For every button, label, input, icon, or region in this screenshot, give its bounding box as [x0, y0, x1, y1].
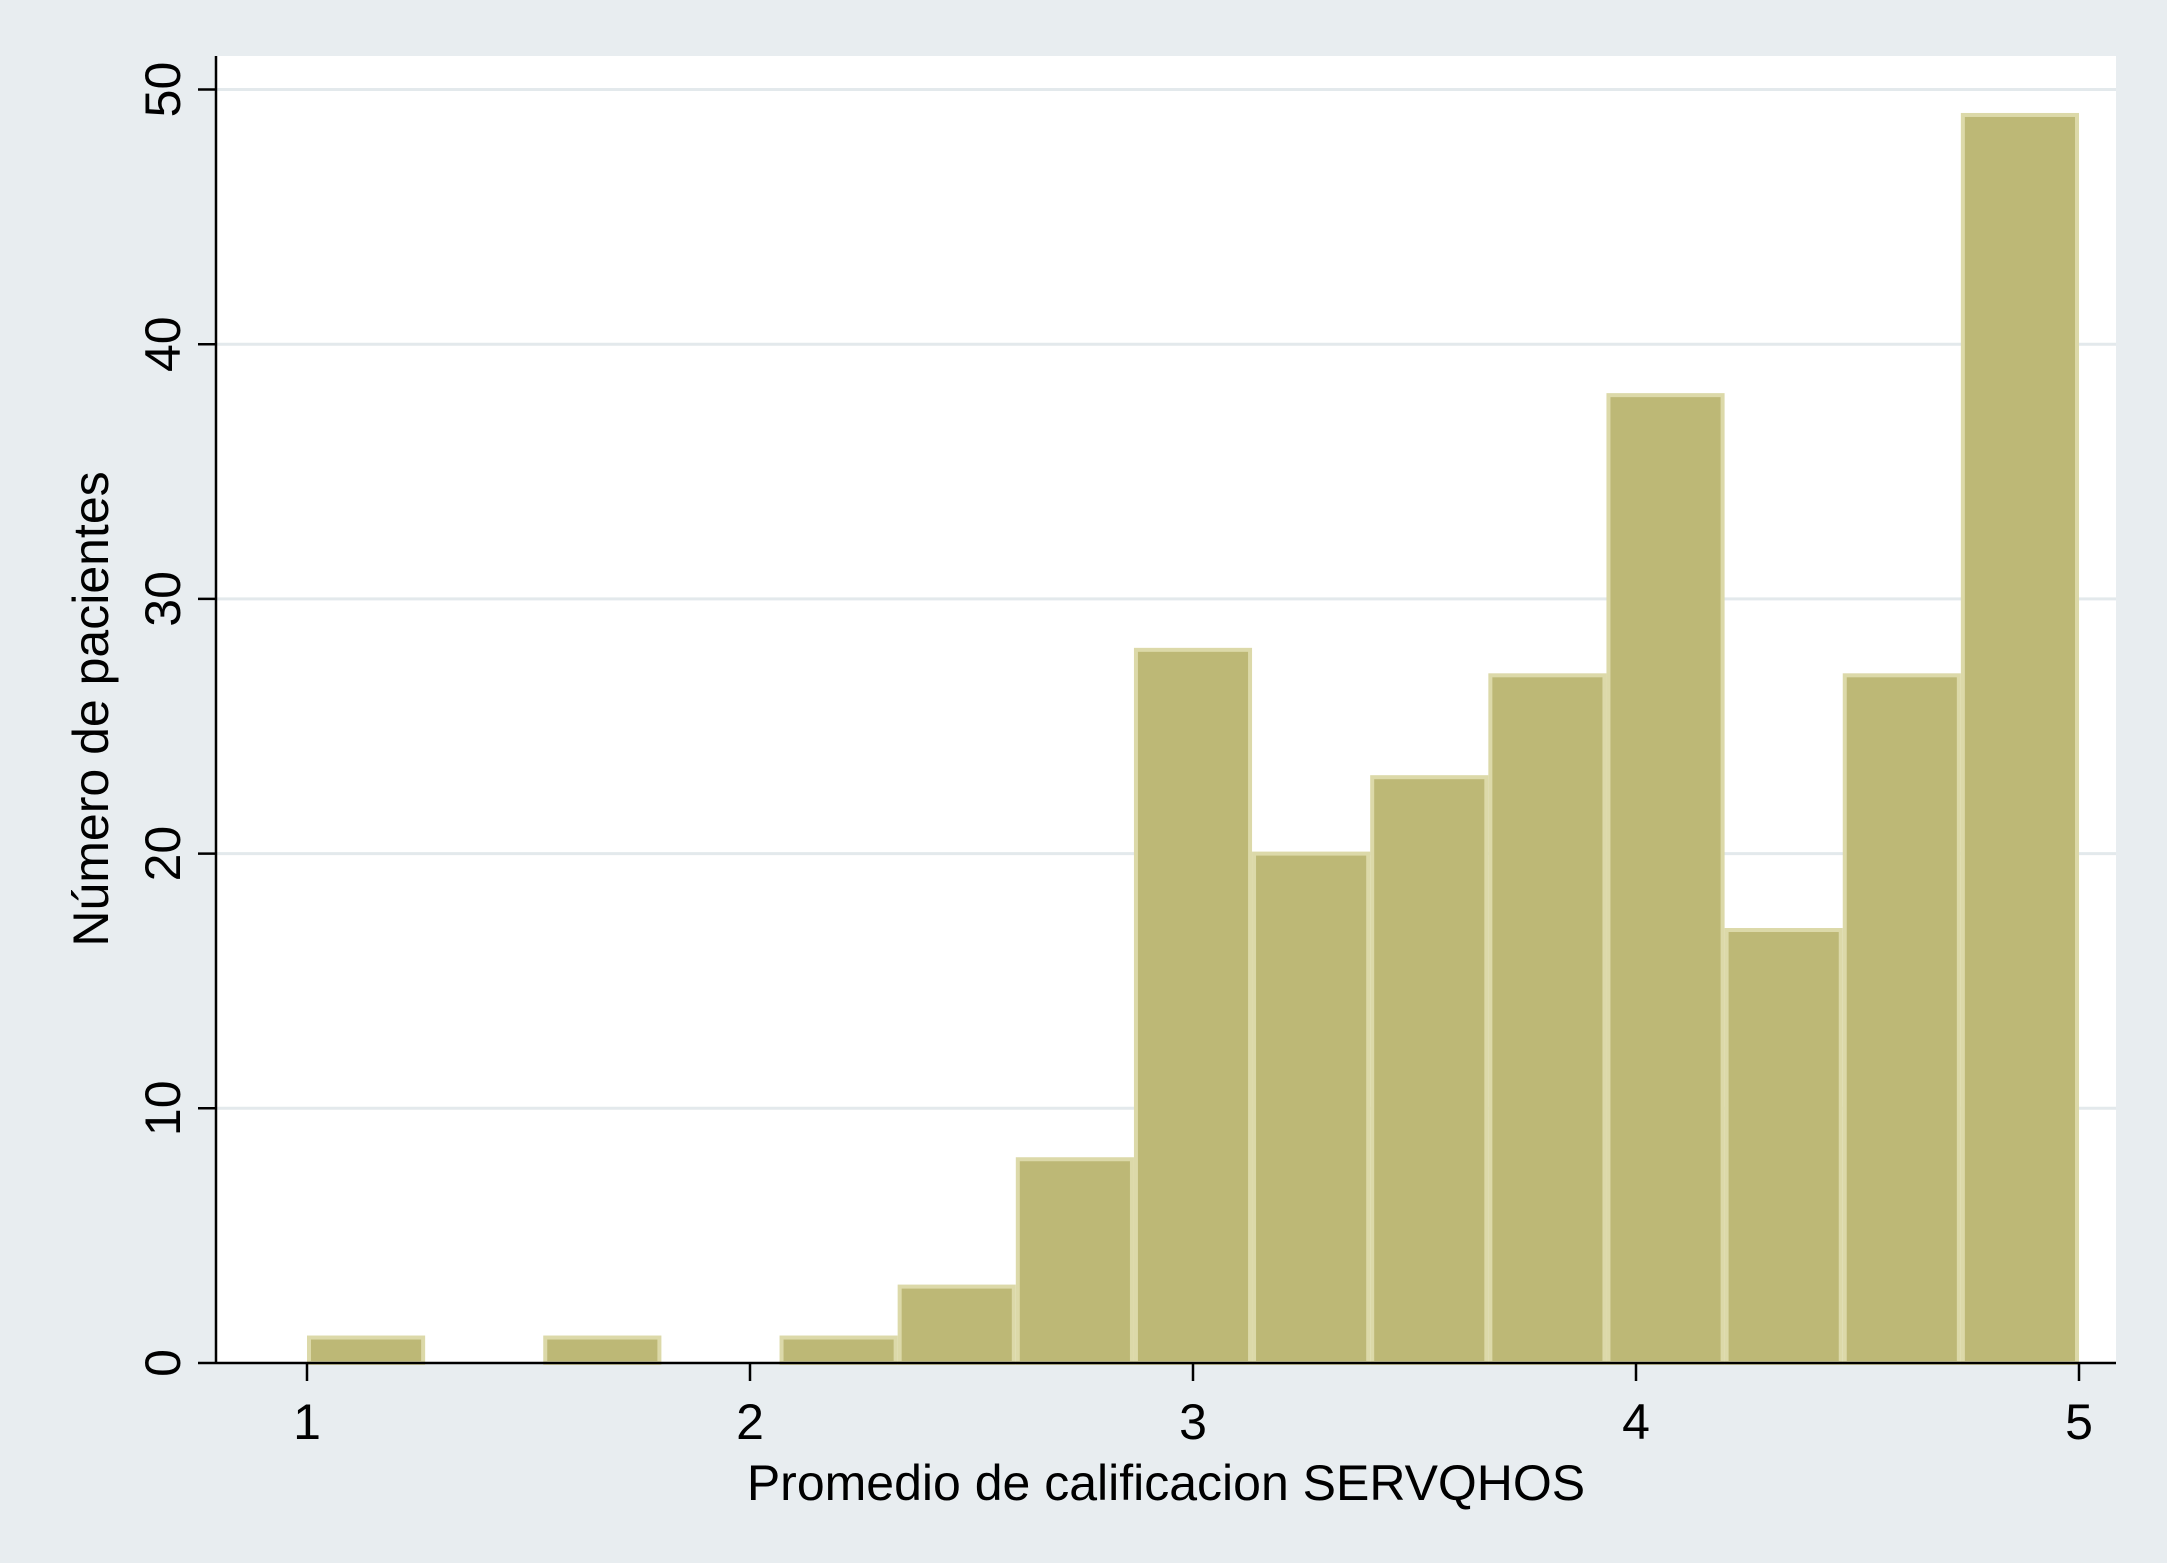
x-axis-title: Promedio de calificacion SERVQHOS	[747, 1455, 1585, 1511]
histogram-bar-6	[1015, 1157, 1134, 1365]
axes	[214, 56, 2116, 1365]
histogram-bar-0	[307, 1335, 426, 1366]
y-tick-label-10: 10	[135, 1080, 191, 1136]
histogram-bar-11	[1606, 393, 1725, 1365]
x-tick-label-5: 5	[2065, 1394, 2093, 1450]
y-tick-label-0: 0	[135, 1349, 191, 1377]
y-tick-label-30: 30	[135, 571, 191, 627]
histogram-bar-12	[1724, 928, 1843, 1365]
y-tick-label-20: 20	[135, 826, 191, 882]
histogram-bar-10	[1488, 673, 1607, 1365]
histogram-bar-2	[543, 1335, 662, 1366]
x-tick-label-1: 1	[293, 1394, 321, 1450]
y-tick-label-40: 40	[135, 316, 191, 372]
histogram-bar-4	[779, 1335, 898, 1366]
histogram-bar-8	[1252, 851, 1371, 1365]
histogram-bar-7	[1133, 647, 1253, 1365]
histogram-bar-13	[1842, 673, 1961, 1365]
x-tick-label-2: 2	[736, 1394, 764, 1450]
histogram-bar-9	[1370, 775, 1489, 1365]
histogram-bar-14	[1960, 112, 2080, 1366]
x-tick-label-4: 4	[1622, 1394, 1650, 1450]
bars	[307, 112, 2080, 1366]
x-tick-label-3: 3	[1179, 1394, 1207, 1450]
y-tick-label-50: 50	[135, 62, 191, 118]
histogram-bar-5	[897, 1284, 1016, 1365]
y-axis-title: Número de pacientes	[63, 471, 119, 946]
